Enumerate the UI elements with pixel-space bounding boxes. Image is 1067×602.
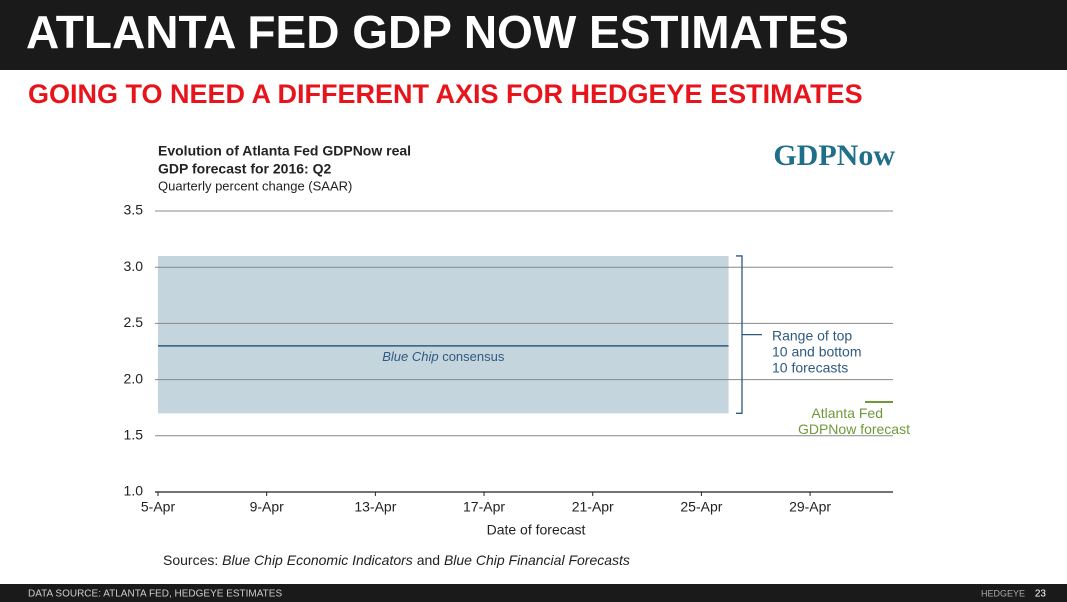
x-tick-label: 29-Apr: [789, 499, 831, 515]
sources-part: Blue Chip Economic Indicators: [222, 552, 413, 568]
y-tick-label: 3.5: [124, 202, 144, 218]
footer-brand: HEDGEYE: [981, 588, 1025, 598]
range-bracket: [736, 255, 762, 414]
sources-part: Sources:: [163, 552, 218, 568]
chart-title: Evolution of Atlanta Fed GDPNow real: [158, 143, 411, 159]
page-number: 23: [1035, 589, 1047, 600]
range-label: 10 forecasts: [772, 360, 848, 376]
chart-subtitle: Quarterly percent change (SAAR): [158, 178, 352, 193]
legend-label-line: GDPNow forecast: [798, 421, 910, 437]
y-tick-label: 2.0: [124, 370, 144, 386]
y-tick-label: 2.5: [124, 314, 144, 330]
legend-label: Atlanta Fed GDPNow forecast: [798, 405, 910, 437]
footer-band: [0, 584, 1067, 602]
y-tick-label: 1.5: [124, 427, 144, 443]
x-tick-label: 9-Apr: [250, 499, 285, 515]
y-tick-label: 3.0: [124, 258, 144, 274]
header-band: [0, 0, 1067, 70]
footer-source: DATA SOURCE: ATLANTA FED, HEDGEYE ESTIMA…: [28, 589, 282, 600]
range-label: Range of top: [772, 328, 852, 344]
x-tick-label: 5-Apr: [141, 499, 176, 515]
consensus-label-part: consensus: [442, 349, 505, 364]
slide-title: ATLANTA FED GDP NOW ESTIMATES: [26, 6, 849, 58]
range-label: 10 and bottom: [772, 344, 862, 360]
sources-part: and: [417, 552, 440, 568]
sources: Sources: Blue Chip Economic Indicators a…: [163, 552, 630, 568]
x-tick-label: 21-Apr: [572, 499, 614, 515]
x-tick-label: 25-Apr: [680, 499, 722, 515]
chart-title: GDP forecast for 2016: Q2: [158, 161, 331, 177]
sources-part: Blue Chip Financial Forecasts: [444, 552, 630, 568]
slide-subtitle: GOING TO NEED A DIFFERENT AXIS FOR HEDGE…: [28, 79, 863, 109]
logo: GDPNow: [773, 139, 895, 172]
y-tick-label: 1.0: [124, 483, 144, 499]
consensus-label: Blue Chip consensus: [382, 349, 505, 364]
x-tick-label: 13-Apr: [354, 499, 396, 515]
x-axis-label: Date of forecast: [487, 522, 586, 538]
consensus-label-part: Blue Chip: [382, 349, 438, 364]
range-band: [158, 255, 729, 414]
x-tick-label: 17-Apr: [463, 499, 505, 515]
legend-label-line: Atlanta Fed: [811, 405, 883, 421]
